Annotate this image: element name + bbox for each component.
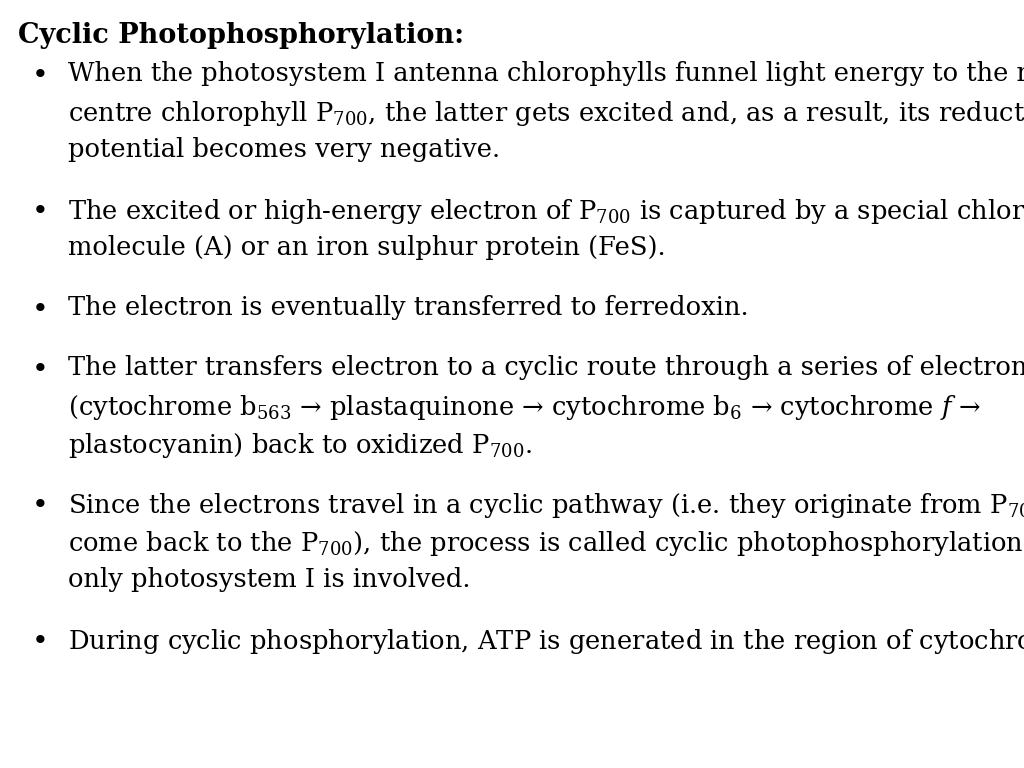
Text: come back to the P$_{700}$), the process is called cyclic photophosphorylation i: come back to the P$_{700}$), the process… bbox=[68, 529, 1024, 558]
Text: Since the electrons travel in a cyclic pathway (i.e. they originate from P$_{700: Since the electrons travel in a cyclic p… bbox=[68, 492, 1024, 520]
Text: molecule (A) or an iron sulphur protein (FeS).: molecule (A) or an iron sulphur protein … bbox=[68, 235, 666, 260]
Text: The latter transfers electron to a cyclic route through a series of electron car: The latter transfers electron to a cycli… bbox=[68, 355, 1024, 380]
Text: centre chlorophyll P$_{700}$, the latter gets excited and, as a result, its redu: centre chlorophyll P$_{700}$, the latter… bbox=[68, 99, 1024, 128]
Text: •: • bbox=[32, 199, 48, 226]
Text: only photosystem I is involved.: only photosystem I is involved. bbox=[68, 568, 470, 592]
Text: •: • bbox=[32, 297, 48, 324]
Text: plastocyanin) back to oxidized P$_{700}$.: plastocyanin) back to oxidized P$_{700}$… bbox=[68, 431, 532, 460]
Text: •: • bbox=[32, 629, 48, 656]
Text: •: • bbox=[32, 357, 48, 384]
Text: •: • bbox=[32, 63, 48, 90]
Text: (cytochrome b$_{563}$ → plastaquinone → cytochrome b$_{6}$ → cytochrome $f$ →: (cytochrome b$_{563}$ → plastaquinone → … bbox=[68, 393, 982, 422]
Text: The electron is eventually transferred to ferredoxin.: The electron is eventually transferred t… bbox=[68, 295, 749, 320]
Text: potential becomes very negative.: potential becomes very negative. bbox=[68, 137, 500, 162]
Text: When the photosystem I antenna chlorophylls funnel light energy to the reaction: When the photosystem I antenna chlorophy… bbox=[68, 61, 1024, 86]
Text: During cyclic phosphorylation, ATP is generated in the region of cytochrome b$_{: During cyclic phosphorylation, ATP is ge… bbox=[68, 627, 1024, 656]
Text: •: • bbox=[32, 493, 48, 520]
Text: Cyclic Photophosphorylation:: Cyclic Photophosphorylation: bbox=[18, 22, 464, 49]
Text: The excited or high-energy electron of P$_{700}$ is captured by a special chloro: The excited or high-energy electron of P… bbox=[68, 197, 1024, 227]
